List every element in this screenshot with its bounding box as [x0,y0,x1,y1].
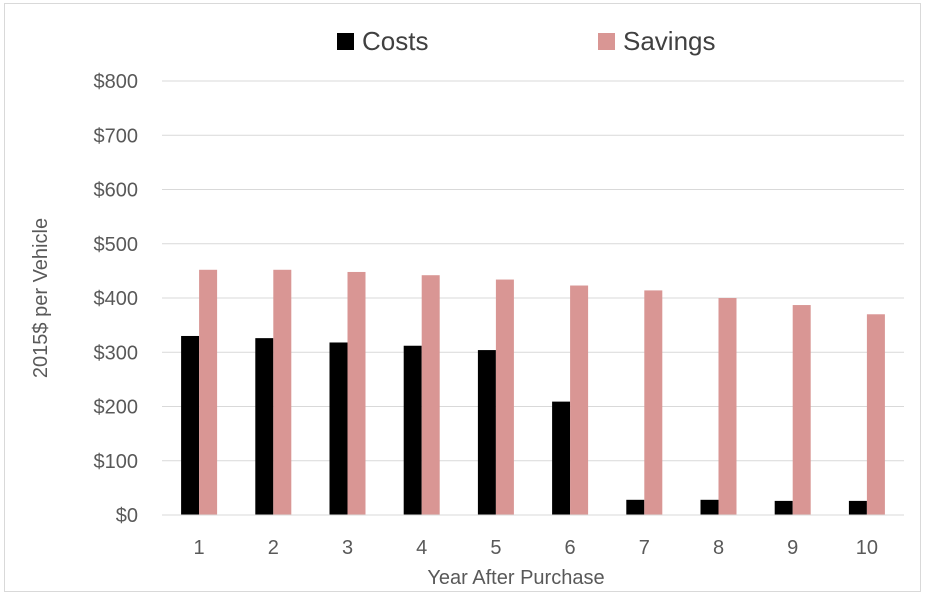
y-tick-label: $400 [94,288,139,310]
x-tick-label: 9 [787,537,798,559]
y-tick-label: $500 [94,234,139,256]
y-tick-label: $100 [94,451,139,473]
bar-costs-3 [329,342,348,515]
x-tick-label: 8 [713,537,724,559]
bar-savings-2 [273,269,292,515]
bar-savings-5 [495,279,514,515]
bar-costs-6 [552,401,571,515]
y-tick-label: $300 [94,342,139,364]
y-tick-label: $600 [94,180,139,202]
x-tick-label: 3 [342,537,353,559]
bar-savings-8 [718,298,737,515]
x-tick-label: 5 [490,537,501,559]
bar-savings-7 [644,290,663,515]
x-axis-tick-labels: 1 2 3 4 5 6 7 8 9 10 [194,537,878,559]
y-tick-label: $200 [94,397,139,419]
y-tick-label: $700 [94,125,139,147]
x-tick-label: 2 [268,537,279,559]
x-tick-label: 10 [856,537,878,559]
legend-swatch-savings [598,33,615,50]
bar-savings-4 [421,275,440,515]
bar-savings-6 [570,285,589,515]
y-tick-label: $0 [116,505,138,527]
bar-savings-3 [347,271,366,515]
bar-costs-2 [255,338,274,515]
y-axis-title: 2015$ per Vehicle [30,218,52,378]
bar-savings-10 [866,314,885,515]
legend-label-costs: Costs [362,26,428,56]
legend-label-savings: Savings [623,26,716,56]
x-axis-title: Year After Purchase [427,567,604,589]
bar-costs-4 [403,345,422,515]
x-tick-label: 7 [639,537,650,559]
bar-costs-7 [626,499,645,515]
legend: Costs Savings [337,26,716,56]
bar-savings-9 [792,305,811,515]
y-tick-label: $800 [94,71,139,93]
legend-swatch-costs [337,33,354,50]
x-tick-label: 1 [194,537,205,559]
bars [181,269,885,515]
x-tick-label: 6 [565,537,576,559]
bar-costs-5 [477,350,496,515]
bar-costs-8 [700,499,719,515]
bar-costs-1 [181,335,200,515]
bar-costs-10 [848,500,867,515]
y-axis-tick-labels: $0 $100 $200 $300 $400 $500 $600 $700 $800 [94,71,139,527]
bar-savings-1 [199,269,218,515]
x-tick-label: 4 [416,537,427,559]
bar-costs-9 [774,500,793,515]
